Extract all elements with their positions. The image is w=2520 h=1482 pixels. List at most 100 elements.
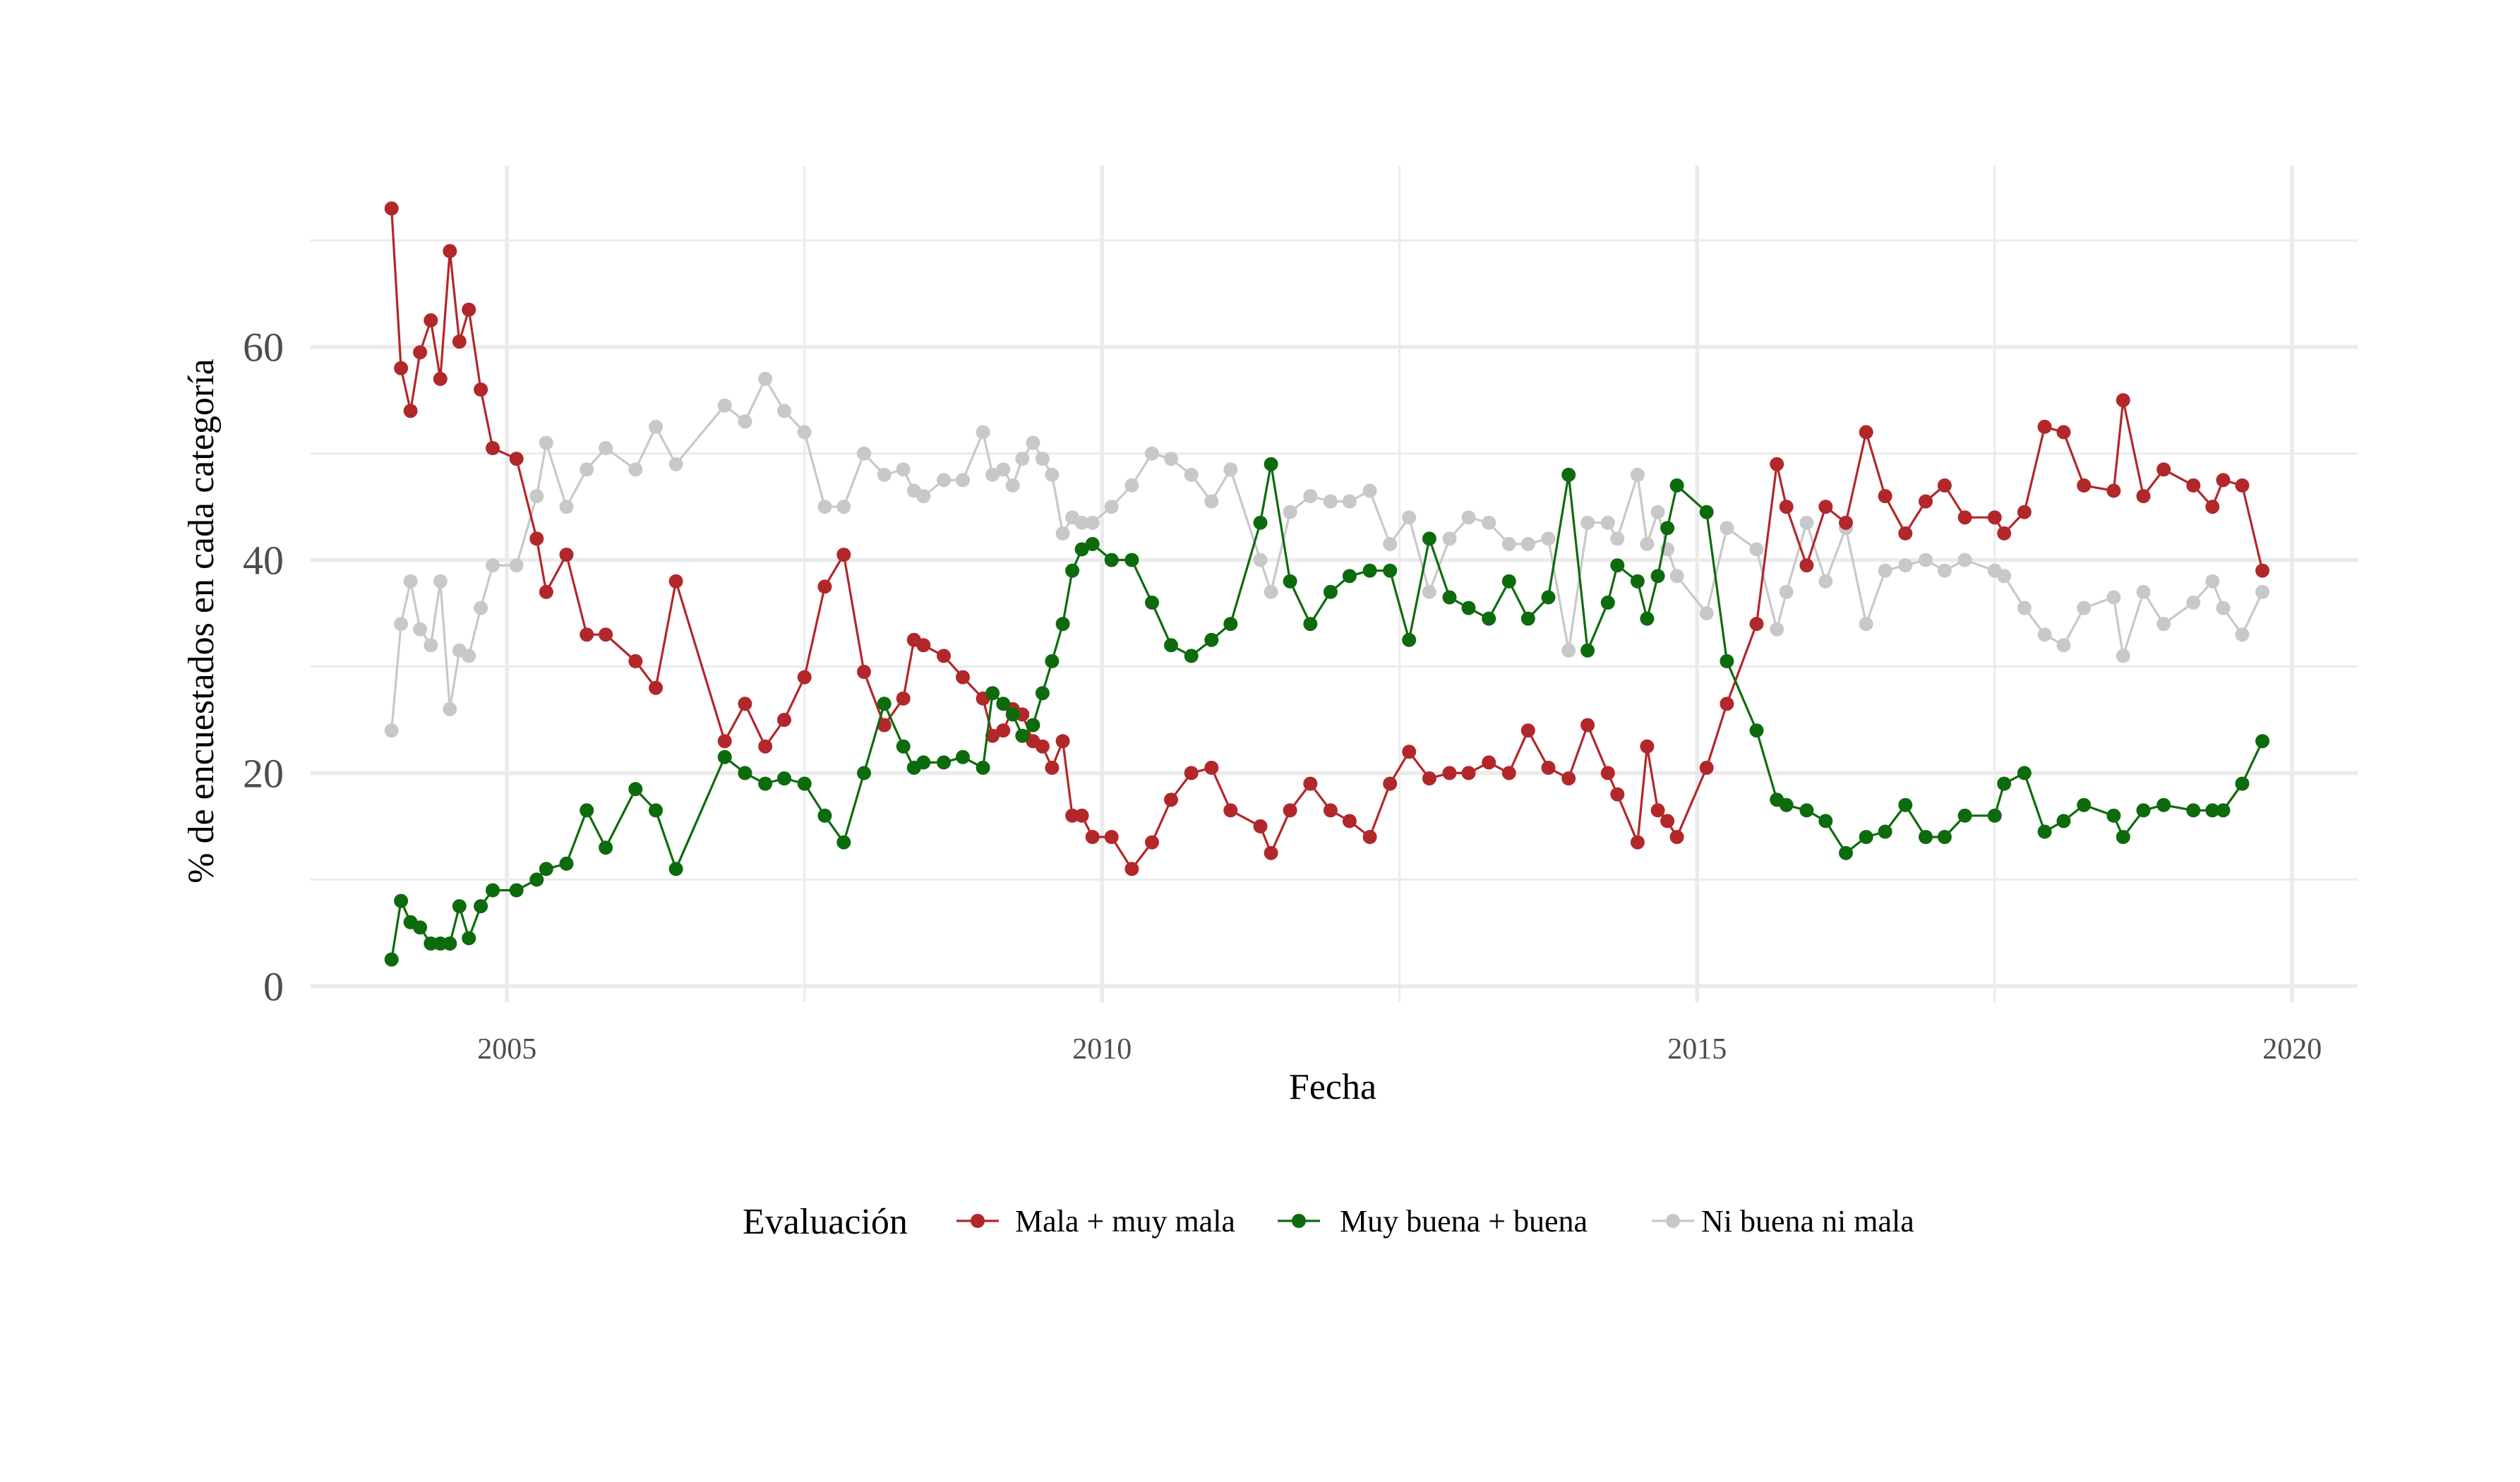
- data-point: [1026, 718, 1040, 733]
- data-point: [1987, 510, 2002, 525]
- data-point: [2216, 803, 2231, 818]
- data-point: [394, 617, 409, 632]
- data-point: [1104, 500, 1119, 514]
- data-point: [668, 457, 683, 471]
- data-point: [384, 201, 399, 216]
- data-point: [1253, 553, 1268, 567]
- data-point: [937, 649, 951, 663]
- data-point: [1669, 569, 1684, 584]
- legend-label-ni: Ni buena ni mala: [1701, 1204, 1914, 1239]
- data-point: [462, 302, 476, 317]
- data-point: [2255, 563, 2270, 578]
- data-point: [2116, 649, 2130, 663]
- data-point: [628, 782, 643, 797]
- data-point: [1878, 824, 1892, 839]
- data-point: [758, 371, 773, 386]
- data-point: [2116, 393, 2130, 408]
- data-point: [1442, 590, 1457, 605]
- data-point: [1422, 531, 1436, 546]
- data-point: [424, 638, 438, 653]
- data-point: [2106, 808, 2121, 823]
- data-point: [529, 531, 544, 546]
- data-point: [1937, 830, 1952, 844]
- legend-key-point-buena: [1292, 1214, 1306, 1228]
- data-point: [1402, 745, 1417, 759]
- data-point: [1898, 526, 1913, 541]
- data-point: [1303, 617, 1318, 632]
- data-point: [738, 766, 752, 781]
- data-point: [2156, 462, 2171, 477]
- data-point: [2235, 478, 2250, 493]
- data-point: [2205, 574, 2220, 589]
- data-point: [1026, 435, 1040, 450]
- data-point: [996, 462, 1011, 477]
- data-point: [836, 835, 851, 850]
- data-point: [717, 734, 732, 749]
- data-point: [1383, 563, 1398, 578]
- data-point: [1005, 478, 1020, 493]
- data-point: [628, 653, 643, 668]
- data-point: [2077, 797, 2092, 812]
- data-point: [443, 936, 457, 951]
- legend-item-ni: Ni buena ni mala: [1652, 1204, 1914, 1239]
- data-point: [2037, 419, 2052, 434]
- data-point: [1362, 483, 1377, 498]
- data-point: [758, 739, 773, 754]
- data-point: [580, 627, 594, 642]
- data-point: [1065, 563, 1080, 578]
- data-point: [896, 691, 911, 706]
- data-point: [1520, 611, 1535, 626]
- legend-label-mala: Mala + muy mala: [1015, 1204, 1235, 1239]
- data-point: [452, 335, 467, 349]
- data-point: [424, 313, 438, 327]
- data-point: [817, 579, 832, 594]
- data-point: [1482, 515, 1496, 530]
- data-point: [580, 462, 594, 477]
- data-point: [2235, 627, 2250, 642]
- data-point: [1085, 536, 1100, 551]
- data-point: [1720, 653, 1734, 668]
- data-point: [1184, 766, 1199, 781]
- data-point: [797, 776, 812, 791]
- data-point: [1461, 601, 1476, 615]
- data-point: [1580, 718, 1595, 733]
- data-point: [985, 686, 1000, 701]
- data-point: [1303, 489, 1318, 503]
- data-point: [877, 467, 892, 482]
- data-point: [384, 952, 399, 967]
- data-point: [2156, 617, 2171, 632]
- data-point: [2017, 505, 2032, 519]
- data-point: [474, 382, 488, 397]
- data-point: [1997, 526, 2012, 541]
- data-point: [1541, 590, 1556, 605]
- data-point: [1501, 536, 1516, 551]
- data-point: [649, 419, 663, 434]
- y-axis-title: % de encuestados en cada categoría: [181, 359, 222, 884]
- data-point: [2136, 584, 2151, 599]
- legend-item-mala: Mala + muy mala: [956, 1204, 1235, 1239]
- data-point: [1699, 760, 1714, 775]
- data-point: [2255, 734, 2270, 749]
- data-point: [413, 345, 428, 360]
- data-point: [2037, 627, 2052, 642]
- data-point: [1799, 558, 1814, 573]
- data-point: [1264, 584, 1278, 599]
- data-point: [1074, 542, 1089, 557]
- data-point: [394, 893, 409, 908]
- data-point: [1342, 814, 1357, 829]
- data-point: [2056, 638, 2071, 653]
- data-point: [1650, 505, 1665, 519]
- data-point: [1919, 494, 1933, 509]
- data-point: [2216, 473, 2231, 488]
- data-point: [857, 665, 871, 679]
- data-point: [1937, 478, 1952, 493]
- data-point: [1045, 653, 1060, 668]
- data-point: [1919, 553, 1933, 567]
- data-point: [1669, 830, 1684, 844]
- data-point: [1402, 632, 1417, 647]
- data-point: [2116, 830, 2130, 844]
- data-point: [529, 489, 544, 503]
- data-point: [1957, 510, 1972, 525]
- data-point: [777, 713, 791, 727]
